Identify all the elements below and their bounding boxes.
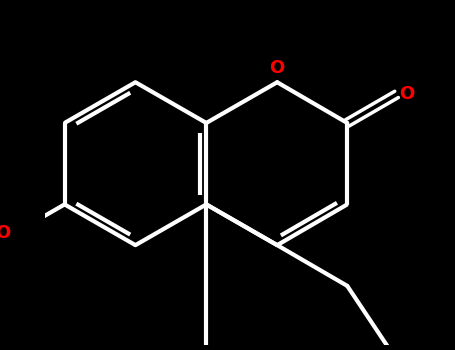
- Text: HO: HO: [0, 224, 11, 242]
- Text: O: O: [399, 85, 414, 103]
- Text: O: O: [269, 59, 285, 77]
